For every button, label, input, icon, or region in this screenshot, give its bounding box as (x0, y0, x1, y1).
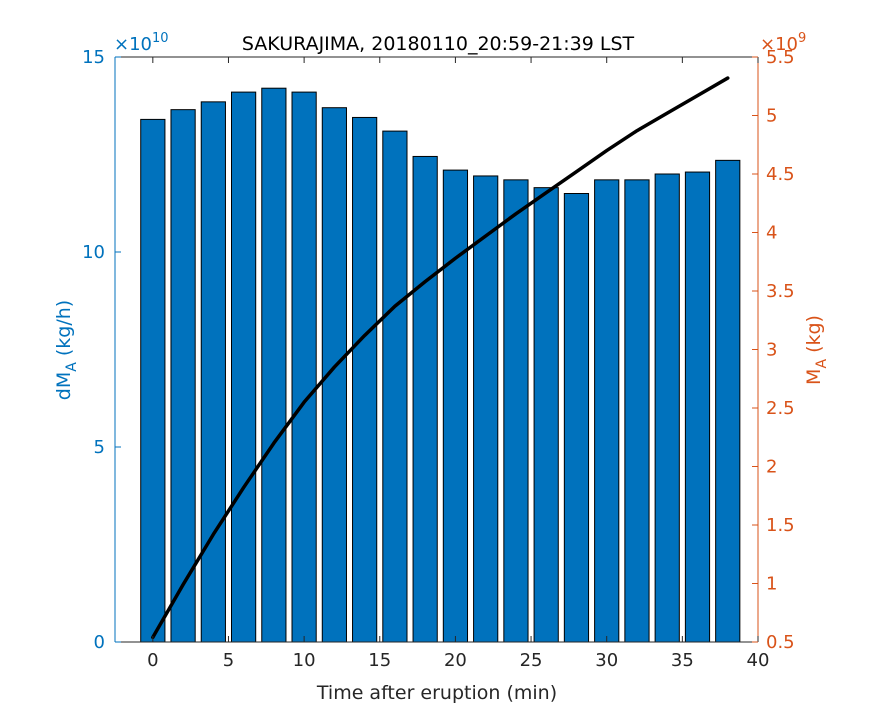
bar (503, 179, 529, 643)
left-tick-label: 0 (94, 632, 105, 653)
right-tick-label: 1 (766, 574, 777, 595)
right-axis-exponent: ×109 (760, 31, 806, 55)
bar (654, 173, 680, 643)
x-tick-label: 40 (747, 650, 770, 671)
chart-title: SAKURAJIMA, 20180110_20:59-21:39 LST (242, 33, 635, 55)
right-tick-label: 4.5 (766, 164, 795, 185)
bar (594, 179, 620, 643)
x-tick-label: 0 (147, 650, 158, 671)
bar (412, 155, 438, 643)
bar (231, 91, 257, 643)
x-tick-label: 35 (671, 650, 694, 671)
x-tick-label: 5 (223, 650, 234, 671)
bar (352, 116, 378, 643)
x-tick-label: 10 (293, 650, 316, 671)
bar (684, 171, 711, 643)
right-tick-label: 0.5 (766, 632, 795, 653)
bar (140, 118, 166, 643)
bars-group (140, 87, 741, 643)
right-tick-label: 3.5 (766, 281, 795, 302)
ticks-group: 0 5 10 15 20 25 30 35 40 0 5 10 15 0.5 1 1.5 2 2.5 3 3.5 4 4.… (82, 47, 795, 671)
right-tick-label: 2 (766, 457, 777, 478)
bar (382, 130, 408, 643)
bar (261, 87, 287, 643)
x-tick-label: 25 (520, 650, 543, 671)
bar (200, 101, 226, 643)
cumulative-mass-line (151, 76, 730, 640)
x-tick-label: 15 (368, 650, 391, 671)
right-tick-label: 2.5 (766, 398, 795, 419)
bar (170, 109, 196, 643)
x-axis-label: Time after eruption (min) (316, 682, 557, 704)
right-tick-label: 5.5 (766, 47, 795, 68)
bar (533, 187, 559, 643)
right-tick-label: 1.5 (766, 515, 795, 536)
x-tick-label: 20 (444, 650, 467, 671)
bar (715, 159, 741, 643)
bar (563, 193, 590, 643)
left-tick-label: 15 (82, 47, 105, 68)
bar (291, 91, 317, 643)
left-tick-label: 5 (94, 437, 105, 458)
left-axis-exponent: ×1010 (114, 31, 169, 55)
bar (442, 169, 469, 643)
right-axis-label: MA (kg) (803, 315, 830, 385)
left-tick-label: 10 (82, 242, 105, 263)
right-tick-label: 3 (766, 340, 777, 361)
bar (473, 175, 499, 643)
left-axis-label: dMA (kg/h) (53, 300, 80, 400)
x-tick-label: 30 (595, 650, 618, 671)
right-tick-label: 5 (766, 106, 777, 127)
right-tick-label: 4 (766, 223, 777, 244)
bar (624, 179, 650, 643)
